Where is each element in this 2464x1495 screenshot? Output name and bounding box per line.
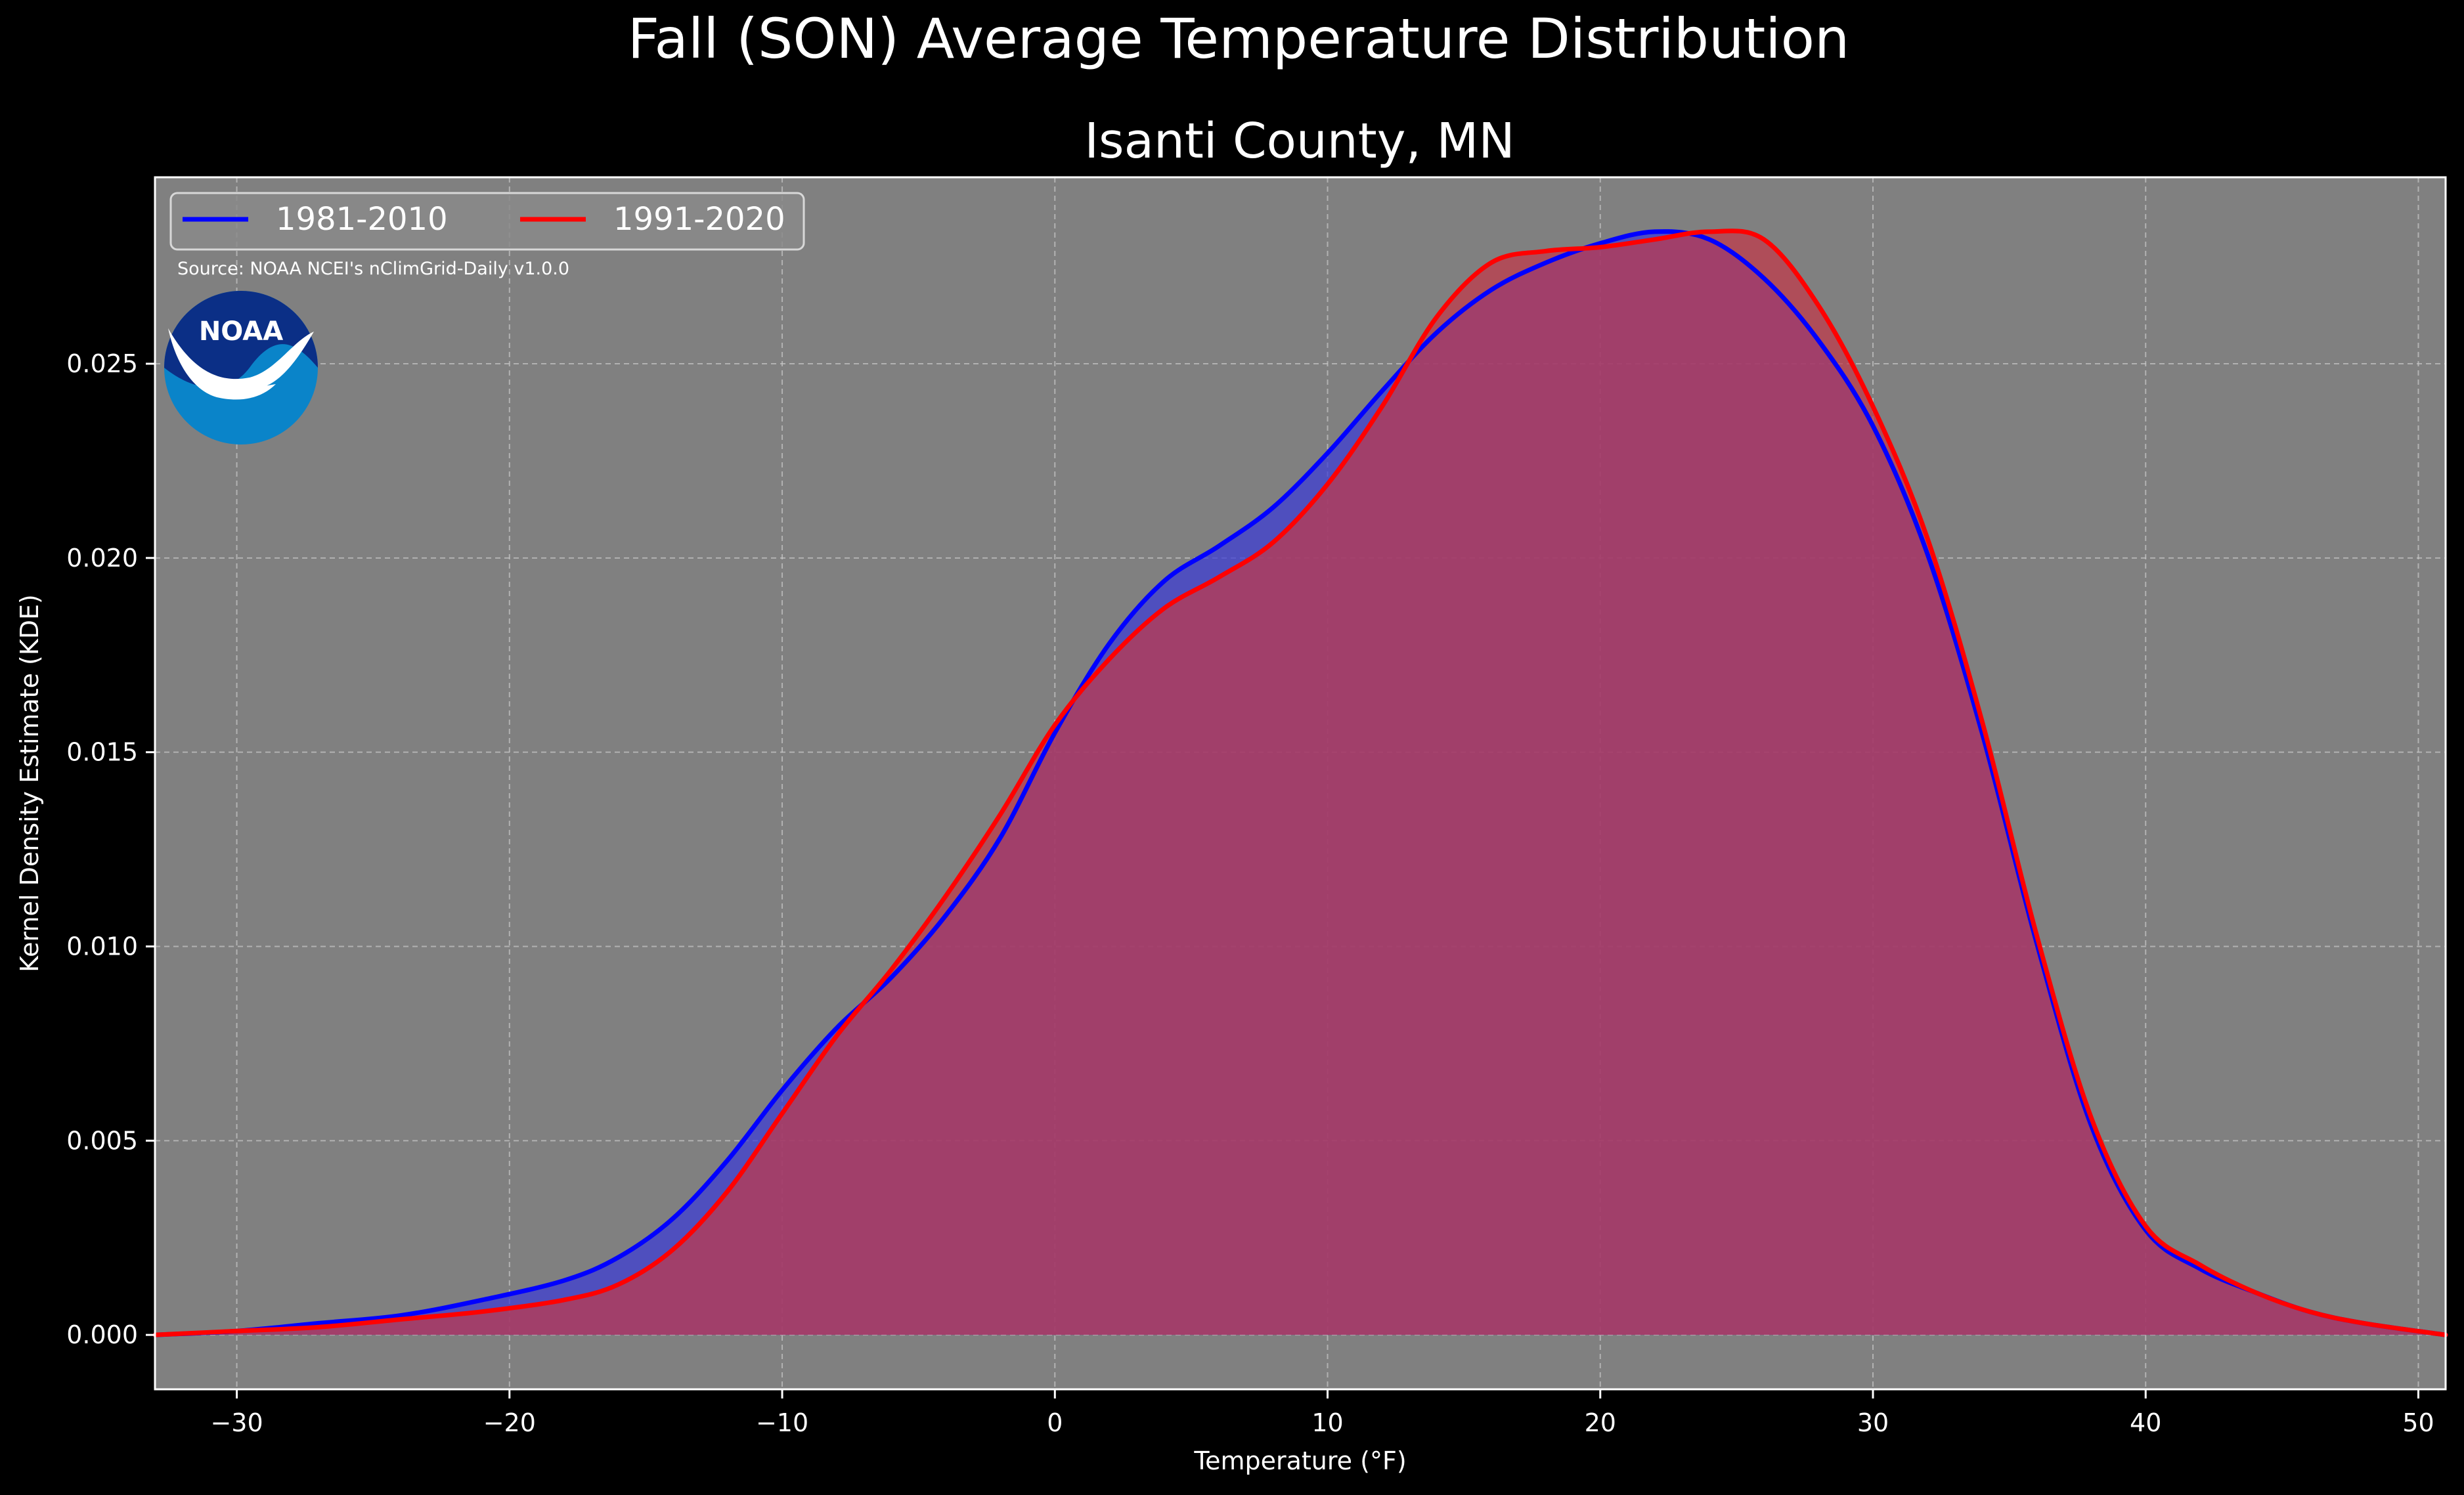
y-tick-label: 0.005: [66, 1126, 138, 1155]
legend-label-1981-2010: 1981-2010: [276, 201, 448, 238]
y-axis: 0.000 0.005 0.010 0.015 0.020 0.025: [66, 349, 155, 1349]
source-annotation: Source: NOAA NCEI's nClimGrid-Daily v1.0…: [177, 259, 569, 279]
chart-title: Fall (SON) Average Temperature Distribut…: [628, 7, 1849, 71]
x-tick-label: 20: [1585, 1408, 1616, 1437]
x-axis-label: Temperature (°F): [1193, 1446, 1406, 1475]
noaa-logo-text: NOAA: [199, 316, 283, 347]
x-tick-label: −10: [756, 1408, 808, 1437]
x-tick-label: 10: [1311, 1408, 1343, 1437]
noaa-logo-top-half: [164, 291, 318, 387]
series-line-1991-2020: [152, 228, 2448, 1337]
legend[interactable]: 1981-2010 1991-2020: [169, 192, 805, 251]
series-layer: [152, 228, 2448, 1337]
x-tick-label: −30: [210, 1408, 263, 1437]
legend-label-1991-2020: 1991-2020: [613, 201, 785, 238]
y-axis-label: Kernel Density Estimate (KDE): [15, 594, 44, 972]
x-tick-label: 0: [1047, 1408, 1063, 1437]
chart-subtitle: Isanti County, MN: [1084, 113, 1515, 169]
x-tick-label: 30: [1857, 1408, 1889, 1437]
y-tick-label: 0.015: [66, 738, 138, 767]
series-area-1991-2020: [155, 230, 2446, 1335]
noaa-logo: NOAA: [164, 291, 318, 444]
y-tick-label: 0.010: [66, 932, 138, 961]
y-tick-label: 0.020: [66, 544, 138, 573]
x-tick-label: 50: [2402, 1408, 2434, 1437]
noaa-logo-bird: [168, 328, 314, 400]
x-tick-label: 40: [2130, 1408, 2161, 1437]
x-axis: −30 −20 −10 0 10 20 30 40 50: [210, 1389, 2434, 1437]
x-tick-label: −20: [483, 1408, 536, 1437]
y-tick-label: 0.025: [66, 349, 138, 378]
legend-box: [169, 192, 805, 251]
plot-frame: [154, 176, 2447, 1391]
y-tick-label: 0.000: [66, 1320, 138, 1349]
